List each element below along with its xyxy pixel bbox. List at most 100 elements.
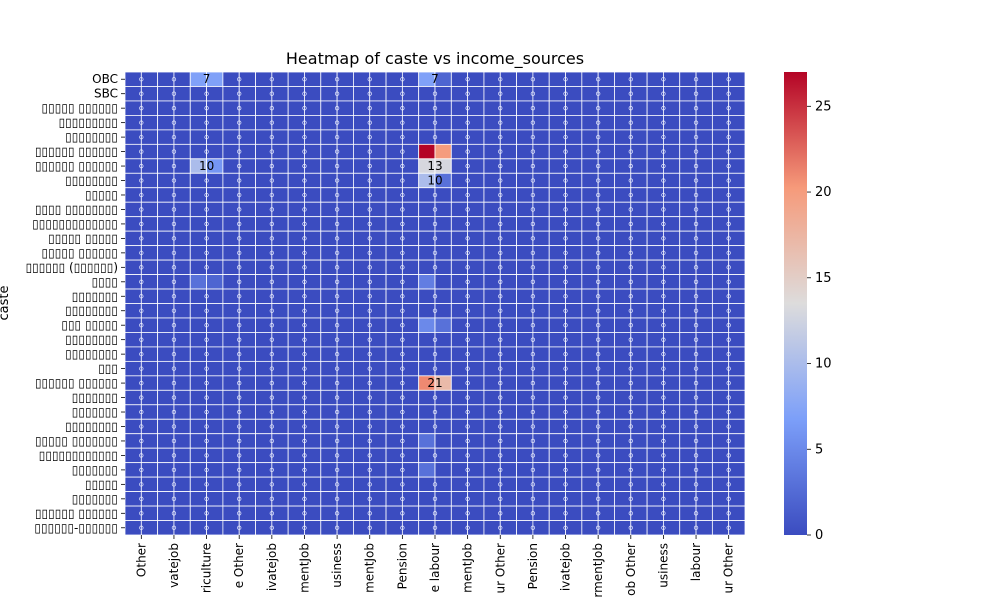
- zero-annotation-mark: [171, 380, 177, 386]
- heatmap-cell: [728, 187, 746, 203]
- heatmap-cell: [483, 245, 501, 261]
- heatmap-cell: [238, 520, 256, 536]
- zero-annotation-mark: [400, 409, 405, 415]
- heatmap-cell: [548, 259, 566, 275]
- zero-annotation-mark: [596, 120, 601, 125]
- heatmap-cell: [287, 491, 305, 507]
- heatmap-cell: [483, 86, 501, 102]
- heatmap-cell: [238, 317, 256, 333]
- heatmap-cell: [548, 375, 566, 391]
- heatmap-cell: [728, 505, 746, 521]
- heatmap-cell: [189, 245, 207, 261]
- heatmap-cell: [320, 288, 338, 304]
- y-tick-label: ▯▯▯▯▯ ▯▯▯▯▯▯▯: [35, 434, 118, 448]
- zero-annotation-mark: [237, 250, 242, 256]
- heatmap-cell: [418, 520, 436, 536]
- heatmap-cell: [728, 491, 746, 507]
- zero-annotation-mark: [563, 323, 568, 328]
- heatmap-cell: [679, 216, 697, 232]
- zero-annotation-mark: [204, 192, 209, 198]
- zero-annotation-mark: [334, 250, 340, 256]
- heatmap-cell: [728, 245, 746, 261]
- zero-annotation-mark: [498, 106, 503, 111]
- zero-annotation-mark: [465, 482, 470, 487]
- heatmap-cell: [434, 404, 452, 420]
- heatmap-cell: [189, 389, 207, 406]
- heatmap-cell: [385, 100, 403, 116]
- heatmap-cell: [140, 100, 159, 116]
- heatmap-cell: [565, 115, 583, 131]
- heatmap-cell: [646, 143, 664, 160]
- heatmap-cell: [483, 404, 501, 420]
- heatmap-cell: [369, 491, 387, 507]
- zero-annotation-mark: [563, 265, 568, 270]
- heatmap-cell: [173, 115, 191, 131]
- heatmap-cell: [548, 404, 566, 420]
- heatmap-cell: [320, 389, 338, 406]
- heatmap-cell: [173, 360, 191, 377]
- heatmap-cell: [450, 158, 469, 174]
- zero-annotation-mark: [237, 424, 242, 429]
- heatmap-cell: [630, 274, 648, 290]
- zero-annotation-mark: [661, 120, 666, 125]
- heatmap-cell: [206, 375, 224, 391]
- heatmap-cell: [630, 303, 648, 319]
- heatmap-cell: [353, 505, 371, 521]
- zero-annotation-mark: [269, 467, 274, 473]
- heatmap-cell: [679, 71, 697, 87]
- heatmap-cell: [532, 418, 550, 435]
- zero-annotation-mark: [432, 134, 438, 140]
- heatmap-cell: [548, 476, 566, 493]
- heatmap-cell: [173, 288, 191, 304]
- heatmap-cell: [516, 115, 534, 131]
- zero-annotation-mark: [204, 91, 209, 96]
- heatmap-cell: [450, 187, 469, 203]
- heatmap-cell: [728, 230, 746, 247]
- zero-annotation-mark: [596, 438, 601, 444]
- zero-annotation-mark: [367, 351, 372, 357]
- heatmap-cell: [320, 115, 338, 131]
- heatmap-cell: [353, 520, 371, 536]
- heatmap-cell: [287, 100, 305, 116]
- heatmap-cell: [140, 418, 159, 435]
- zero-annotation-mark: [726, 380, 731, 386]
- heatmap-cell: [157, 71, 175, 87]
- zero-annotation-mark: [334, 192, 340, 198]
- heatmap-cell: [565, 433, 583, 449]
- zero-annotation-mark: [302, 207, 307, 212]
- heatmap-cell: [434, 476, 452, 493]
- heatmap-cell: [728, 346, 746, 362]
- zero-annotation-mark: [563, 279, 568, 284]
- heatmap-cell: [369, 86, 387, 102]
- heatmap-cell: [581, 303, 599, 319]
- heatmap-cell: [614, 288, 632, 304]
- zero-annotation-mark: [432, 366, 438, 371]
- heatmap-cell: [157, 274, 175, 290]
- heatmap-cell: [679, 389, 697, 406]
- zero-annotation-mark: [432, 453, 438, 458]
- heatmap-cell: [271, 520, 289, 536]
- heatmap-cell: [418, 505, 436, 521]
- zero-annotation-mark: [530, 265, 536, 270]
- heatmap-cell: [483, 317, 501, 333]
- zero-annotation-mark: [530, 134, 536, 140]
- zero-annotation-mark: [465, 77, 470, 82]
- heatmap-cell: [630, 375, 648, 391]
- heatmap-cell: [597, 505, 615, 521]
- heatmap-cell: [238, 115, 256, 131]
- zero-annotation-mark: [563, 120, 568, 125]
- zero-annotation-mark: [302, 106, 307, 111]
- heatmap-cell: [385, 317, 403, 333]
- heatmap-cell: [483, 389, 501, 406]
- heatmap-cell: [532, 346, 550, 362]
- zero-annotation-mark: [693, 250, 699, 256]
- zero-annotation-mark: [628, 149, 633, 154]
- zero-annotation-mark: [530, 366, 536, 371]
- zero-annotation-mark: [334, 106, 340, 111]
- heatmap-cell: [597, 143, 615, 160]
- heatmap-cell: [548, 143, 566, 160]
- heatmap-cell: [614, 462, 632, 478]
- heatmap-cell: [728, 172, 746, 189]
- zero-annotation-mark: [432, 221, 438, 227]
- heatmap-cell: [336, 129, 354, 145]
